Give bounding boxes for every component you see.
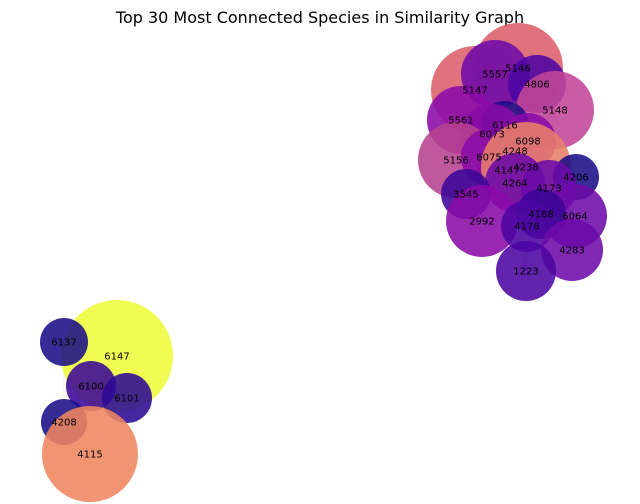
node-2992[interactable]	[446, 185, 518, 257]
node-label-4188: 4188	[528, 210, 553, 221]
node-label-4147: 4147	[494, 166, 519, 177]
node-label-4806: 4806	[524, 80, 549, 91]
node-label-2992: 2992	[469, 217, 494, 228]
node-label-6098: 6098	[515, 137, 540, 148]
node-6101[interactable]	[102, 373, 152, 423]
node-label-5147: 5147	[462, 86, 487, 97]
node-4115[interactable]	[42, 406, 138, 502]
node-label-4238: 4238	[513, 163, 538, 174]
node-4283[interactable]	[541, 219, 603, 281]
node-label-4115: 4115	[77, 450, 102, 461]
node-label-6075: 6075	[476, 153, 501, 164]
node-label-6137: 6137	[51, 338, 76, 349]
node-label-6064: 6064	[562, 212, 587, 223]
node-label-6116: 6116	[492, 121, 517, 132]
node-label-5561: 5561	[448, 116, 473, 127]
node-label-4264: 4264	[502, 179, 527, 190]
node-4178[interactable]	[501, 200, 553, 252]
node-label-5146: 5146	[505, 64, 530, 75]
node-1223[interactable]	[496, 241, 556, 301]
graph-title: Top 30 Most Connected Species in Similar…	[115, 8, 525, 27]
node-label-4206: 4206	[563, 173, 588, 184]
node-label-4178: 4178	[514, 222, 539, 233]
node-label-6073: 6073	[479, 130, 504, 141]
node-label-4248: 4248	[502, 147, 527, 158]
node-label-3545: 3545	[453, 190, 478, 201]
node-label-4208: 4208	[51, 418, 76, 429]
node-label-5156: 5156	[443, 156, 468, 167]
node-6137[interactable]	[40, 318, 88, 366]
node-label-4283: 4283	[559, 246, 584, 257]
node-label-6100: 6100	[78, 382, 103, 393]
node-label-6147: 6147	[104, 352, 129, 363]
node-label-1223: 1223	[513, 267, 538, 278]
node-label-4173: 4173	[536, 184, 561, 195]
node-label-5557: 5557	[482, 70, 507, 81]
node-label-6101: 6101	[114, 394, 139, 405]
node-label-5148: 5148	[542, 106, 567, 117]
